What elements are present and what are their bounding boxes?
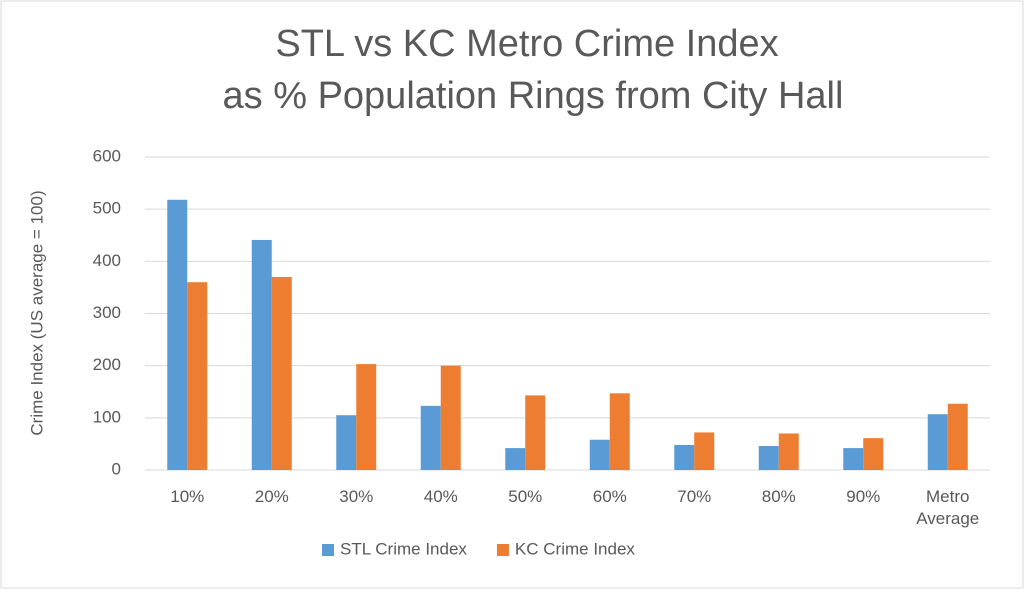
bar [187, 282, 208, 470]
legend-swatch [496, 544, 509, 556]
y-tick-label: 300 [93, 303, 121, 322]
chart-title: STL vs KC Metro Crime Index [275, 23, 778, 65]
bar [843, 448, 864, 470]
bar [440, 365, 461, 470]
bar [356, 364, 377, 470]
bar [271, 276, 292, 470]
bar [505, 448, 526, 470]
bar [694, 432, 715, 470]
bar [674, 444, 695, 470]
bar [947, 403, 968, 470]
bar [778, 433, 799, 470]
y-tick-label: 600 [93, 146, 121, 165]
y-axis-label: Crime Index (US average = 100) [27, 190, 46, 435]
chart-title: as % Population Rings from City Hall [223, 75, 844, 117]
legend-label: KC Crime Index [515, 539, 635, 558]
bar [336, 415, 357, 470]
legend-label: STL Crime Index [340, 539, 467, 558]
x-tick-label: 40% [423, 487, 458, 506]
bar [589, 439, 610, 470]
y-tick-label: 400 [93, 251, 121, 270]
bar [927, 414, 948, 470]
y-tick-label: 0 [112, 459, 121, 478]
y-tick-label: 100 [93, 407, 121, 426]
legend-swatch [322, 544, 334, 556]
x-tick-label: 50% [508, 487, 543, 506]
bar [167, 199, 188, 470]
bar [758, 446, 779, 470]
y-tick-label: 200 [93, 355, 121, 374]
x-tick-label: Metro Average [916, 487, 980, 528]
bar [420, 405, 441, 470]
x-tick-label: 70% [677, 487, 712, 506]
x-tick-label: 30% [339, 487, 374, 506]
y-tick-label: 500 [93, 199, 121, 218]
bar [863, 438, 884, 470]
bar [609, 393, 630, 470]
x-tick-label: 20% [254, 487, 289, 506]
bar [251, 239, 272, 470]
x-tick-label: 60% [592, 487, 627, 506]
x-tick-label: 10% [170, 487, 205, 506]
x-tick-label: 90% [846, 487, 881, 506]
bar [525, 395, 546, 470]
x-tick-label: 80% [761, 487, 796, 506]
